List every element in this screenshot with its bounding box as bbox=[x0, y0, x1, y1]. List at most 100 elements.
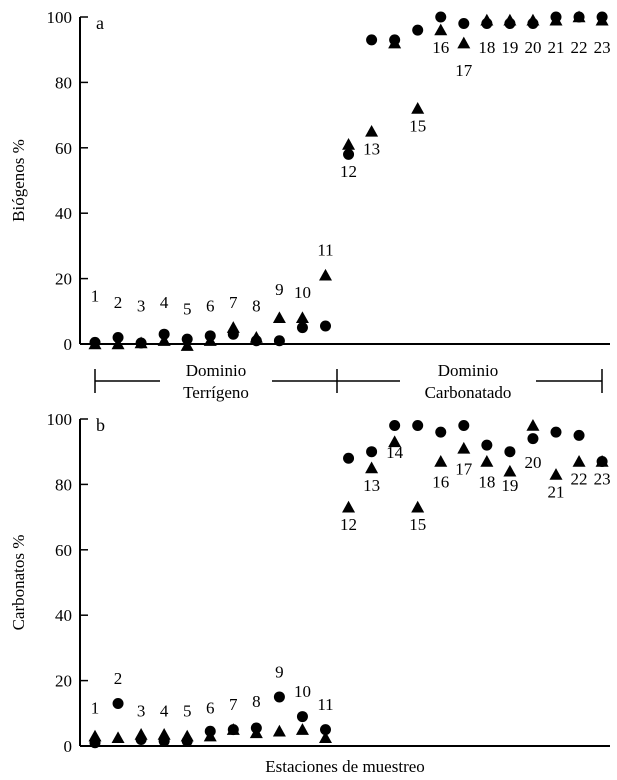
station-label: 3 bbox=[137, 702, 146, 721]
triangle-point bbox=[503, 13, 517, 26]
station-label: 18 bbox=[478, 473, 495, 492]
x-axis-title: Estaciones de muestreo bbox=[265, 757, 425, 776]
triangle-point bbox=[203, 334, 217, 346]
y-tick-label: 60 bbox=[55, 541, 72, 560]
y-axis-title: Biógenos % bbox=[9, 139, 28, 222]
triangle-point bbox=[157, 334, 171, 346]
triangle-point bbox=[111, 731, 125, 744]
circle-point bbox=[320, 724, 331, 736]
circle-point bbox=[412, 420, 424, 432]
station-label: 9 bbox=[275, 662, 284, 681]
station-label: 20 bbox=[524, 453, 541, 472]
circle-point bbox=[296, 711, 308, 723]
triangle-point bbox=[434, 455, 448, 467]
triangle-point bbox=[203, 729, 217, 742]
triangle-point bbox=[134, 728, 148, 740]
station-label: 7 bbox=[229, 293, 238, 312]
circle-point bbox=[343, 148, 355, 160]
triangle-point bbox=[226, 321, 240, 333]
station-label: 11 bbox=[317, 695, 333, 714]
station-label: 16 bbox=[432, 473, 449, 492]
station-label: 19 bbox=[501, 38, 518, 57]
triangle-point bbox=[319, 268, 332, 281]
y-tick-label: 100 bbox=[47, 410, 73, 429]
triangle-point bbox=[549, 468, 563, 480]
triangle-point bbox=[526, 419, 540, 431]
station-label: 11 bbox=[317, 241, 333, 260]
triangle-point bbox=[595, 13, 609, 26]
station-label: 4 bbox=[160, 702, 169, 721]
circle-point bbox=[458, 18, 470, 30]
station-label: 13 bbox=[363, 139, 380, 158]
station-label: 10 bbox=[294, 283, 311, 302]
station-label: 2 bbox=[114, 293, 123, 312]
y-tick-label: 0 bbox=[64, 737, 73, 756]
circle-point bbox=[573, 429, 585, 441]
station-label: 21 bbox=[548, 38, 565, 57]
dominio-carbonatado-label: Dominio bbox=[438, 361, 498, 380]
y-tick-label: 20 bbox=[55, 270, 72, 289]
circle-point bbox=[181, 333, 193, 345]
circle-point bbox=[435, 426, 447, 438]
dominio-terrigeno-label: Dominio bbox=[186, 361, 246, 380]
station-label: 22 bbox=[571, 38, 588, 57]
station-label: 6 bbox=[206, 698, 215, 717]
station-label: 23 bbox=[594, 38, 611, 57]
station-label: 2 bbox=[114, 669, 123, 688]
circle-point bbox=[158, 328, 170, 340]
circle-point bbox=[112, 697, 124, 709]
circle-point bbox=[273, 691, 285, 703]
triangle-point bbox=[272, 311, 286, 324]
triangle-point bbox=[88, 337, 102, 350]
station-label: 14 bbox=[386, 0, 404, 1]
station-label: 8 bbox=[252, 296, 261, 315]
triangle-point bbox=[249, 330, 263, 343]
triangle-point bbox=[272, 724, 286, 737]
station-label: 9 bbox=[275, 280, 284, 299]
station-label: 20 bbox=[524, 38, 541, 57]
triangle-point bbox=[249, 726, 263, 739]
station-label: 15 bbox=[409, 116, 426, 135]
circle-point bbox=[504, 446, 516, 458]
circle-point bbox=[273, 335, 285, 347]
station-label: 1 bbox=[91, 286, 100, 305]
station-label: 8 bbox=[252, 692, 261, 711]
circle-point bbox=[366, 34, 378, 46]
triangle-point bbox=[88, 729, 102, 742]
station-label: 23 bbox=[594, 469, 611, 488]
circle-point bbox=[550, 426, 562, 438]
triangle-point bbox=[226, 723, 240, 735]
triangle-point bbox=[180, 339, 194, 351]
y-tick-label: 100 bbox=[47, 8, 73, 27]
y-tick-label: 40 bbox=[55, 204, 72, 223]
dominio-terrigeno-label: Terrígeno bbox=[183, 383, 249, 402]
triangle-point bbox=[295, 311, 309, 324]
triangle-point bbox=[388, 36, 402, 49]
circle-point bbox=[527, 433, 539, 445]
y-tick-label: 0 bbox=[64, 335, 73, 354]
circle-point bbox=[296, 322, 308, 334]
circle-point bbox=[435, 11, 447, 23]
station-label: 16 bbox=[432, 38, 449, 57]
station-label: 12 bbox=[340, 515, 357, 534]
triangle-point bbox=[295, 723, 309, 735]
triangle-point bbox=[480, 455, 494, 467]
circle-point bbox=[366, 446, 378, 458]
station-label: 15 bbox=[409, 515, 426, 534]
station-label: 18 bbox=[478, 38, 495, 57]
station-label: 14 bbox=[386, 443, 404, 462]
station-label: 6 bbox=[206, 296, 215, 315]
station-label: 17 bbox=[455, 460, 473, 479]
triangle-point bbox=[180, 729, 194, 742]
circle-point bbox=[343, 452, 355, 464]
y-tick-label: 80 bbox=[55, 73, 72, 92]
triangle-point bbox=[365, 461, 379, 474]
triangle-point bbox=[388, 435, 402, 448]
circle-point bbox=[320, 320, 331, 332]
station-label: 21 bbox=[548, 482, 565, 501]
y-tick-label: 60 bbox=[55, 139, 72, 158]
circle-point bbox=[481, 439, 493, 451]
y-tick-label: 20 bbox=[55, 672, 72, 691]
